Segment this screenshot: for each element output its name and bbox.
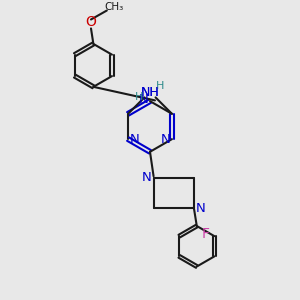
Text: N: N — [130, 133, 140, 146]
Text: CH₃: CH₃ — [104, 2, 123, 12]
Text: N: N — [196, 202, 205, 214]
Text: H: H — [156, 81, 164, 91]
Text: O: O — [85, 16, 96, 29]
Text: NH: NH — [141, 85, 160, 98]
Text: N: N — [142, 171, 152, 184]
Text: NH: NH — [140, 85, 159, 98]
Text: F: F — [202, 227, 210, 241]
Text: N: N — [160, 133, 170, 146]
Text: H: H — [135, 92, 143, 102]
Text: N: N — [139, 93, 148, 106]
